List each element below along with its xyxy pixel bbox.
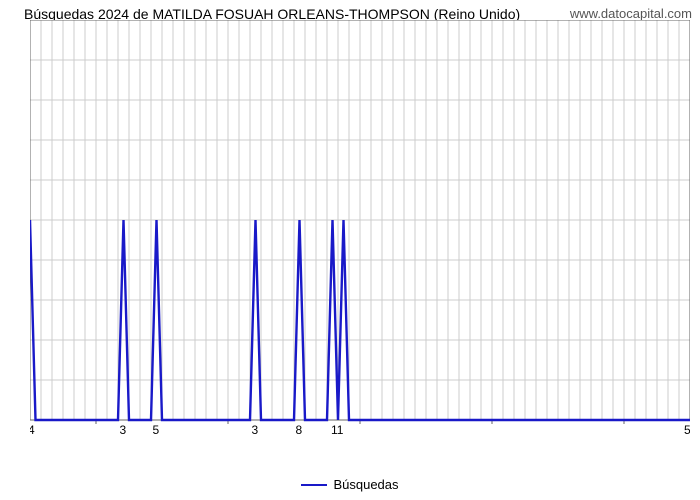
line-chart: 0122017201820192020202143538115 xyxy=(30,20,690,440)
chart-legend: Búsquedas xyxy=(0,474,700,493)
svg-text:4: 4 xyxy=(30,423,35,437)
svg-text:2018: 2018 xyxy=(215,439,242,440)
svg-text:5: 5 xyxy=(153,423,160,437)
svg-text:8: 8 xyxy=(296,423,303,437)
svg-text:11: 11 xyxy=(331,423,344,437)
svg-text:2021: 2021 xyxy=(611,439,638,440)
svg-text:2019: 2019 xyxy=(347,439,374,440)
svg-text:2020: 2020 xyxy=(479,439,506,440)
svg-text:3: 3 xyxy=(120,423,127,437)
watermark-text: www.datocapital.com xyxy=(570,6,692,21)
svg-text:5: 5 xyxy=(684,423,690,437)
legend-item: Búsquedas xyxy=(301,477,398,492)
svg-text:3: 3 xyxy=(252,423,259,437)
svg-text:2017: 2017 xyxy=(83,439,110,440)
legend-swatch xyxy=(301,484,327,486)
legend-label: Búsquedas xyxy=(333,477,398,492)
